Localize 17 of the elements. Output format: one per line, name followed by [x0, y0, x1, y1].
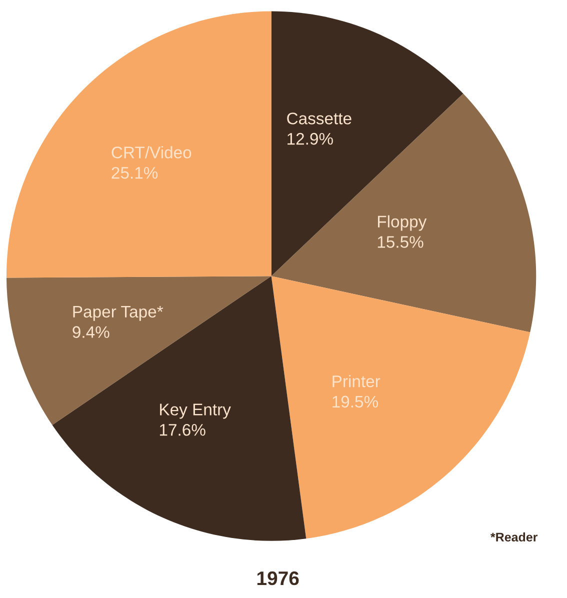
slice-label: Cassette: [287, 112, 352, 124]
slice-label: Printer: [332, 375, 380, 388]
data-label: 12.9%: [288, 132, 333, 145]
slice-label: CRT/Video: [112, 146, 192, 158]
pie-slice: [6, 11, 272, 278]
data-label: 25.1%: [112, 166, 158, 179]
pie-slice: [52, 276, 306, 541]
data-label: 19.5%: [332, 396, 378, 408]
data-label: 17.6%: [160, 424, 206, 436]
pie-slice: [271, 11, 464, 276]
slice-label: Floppy: [378, 215, 427, 231]
text: *Reader: [490, 532, 538, 542]
slice-label: Key Entry: [160, 404, 231, 419]
slice-label: Paper Tape*: [73, 306, 164, 321]
text: 1976: [257, 571, 299, 586]
data-label: 9.4%: [72, 326, 110, 338]
data-label: 15.5%: [378, 236, 424, 248]
